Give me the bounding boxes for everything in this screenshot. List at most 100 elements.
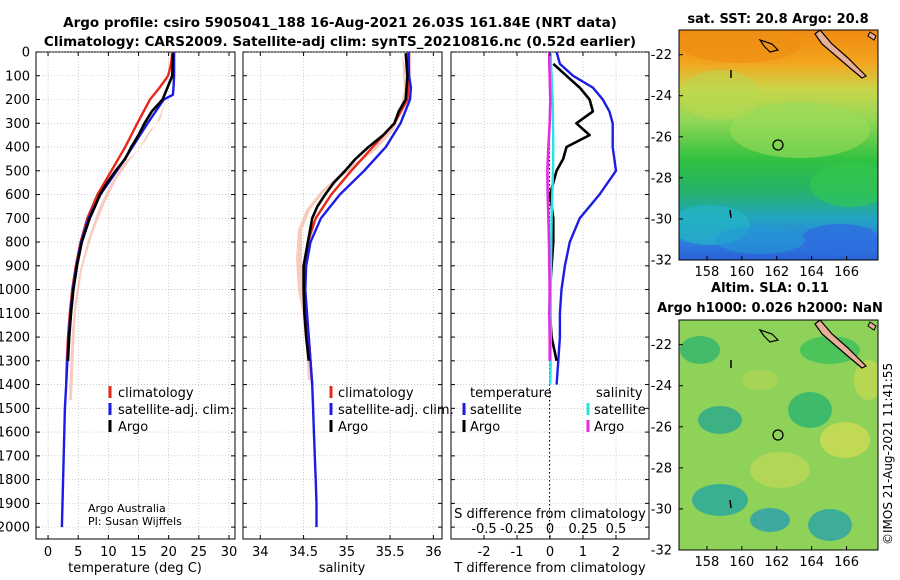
figure-title-line2: Climatology: CARS2009. Satellite-adj cli… <box>44 34 636 50</box>
y-tick-label: 1800 <box>0 473 30 488</box>
y-tick-label: 1900 <box>0 497 30 512</box>
legend-salinity-heading: salinity <box>596 386 643 401</box>
map-y-tick-label: -28 <box>651 461 672 476</box>
legend-temperature-heading: temperature <box>470 386 552 401</box>
s-tick-label: 0.25 <box>569 522 598 537</box>
difference-lines <box>546 51 618 385</box>
legend-climatology: climatology <box>338 386 414 401</box>
y-tick-label: 0 <box>22 46 30 61</box>
x-tick-label: 10 <box>100 545 117 560</box>
map-y-tick-label: -32 <box>651 254 672 269</box>
x-tick-label: 2 <box>612 545 620 560</box>
temperature-lines <box>60 51 176 528</box>
y-tick-label: 1200 <box>0 331 30 346</box>
series-argo <box>302 53 409 361</box>
salinity-legend: climatology satellite-adj. clim. Argo <box>329 386 454 435</box>
y-tick-label: 100 <box>5 69 30 84</box>
map-y-tick-label: -30 <box>651 502 672 517</box>
x-tick-label: 30 <box>221 545 238 560</box>
map-y-tick-label: -22 <box>651 338 672 353</box>
temperature-panel <box>35 51 236 540</box>
x-tick-label: 15 <box>130 545 147 560</box>
salinity-panel <box>242 51 443 540</box>
temperature-xlabel: temperature (deg C) <box>68 561 202 576</box>
x-tick-label: 36 <box>425 545 442 560</box>
series-s-argo <box>546 52 552 361</box>
x-tick-label: 35.5 <box>376 545 405 560</box>
map-x-tick-label: 166 <box>834 555 859 570</box>
legend-argo: Argo <box>338 420 368 435</box>
map-y-tick-label: -24 <box>651 89 672 104</box>
y-tick-label: 400 <box>5 141 30 156</box>
map-x-tick-label: 160 <box>729 555 754 570</box>
sst-land <box>814 30 868 79</box>
y-tick-label: 1600 <box>0 426 30 441</box>
y-tick-label: 1400 <box>0 378 30 393</box>
map-y-tick-label: -26 <box>651 420 672 435</box>
x-tick-label: 25 <box>191 545 208 560</box>
x-tick-label: 0 <box>44 545 52 560</box>
figure-title-line1: Argo profile: csiro 5905041_188 16-Aug-2… <box>63 15 617 31</box>
x-tick-label: -2 <box>478 545 491 560</box>
map-x-tick-label: 164 <box>799 555 824 570</box>
legend-s-argo: Argo <box>594 420 624 435</box>
x-tick-label: 1 <box>579 545 587 560</box>
sla-map-title-line1: Altim. SLA: 0.11 <box>711 281 829 296</box>
x-tick-label: 0 <box>546 545 554 560</box>
x-tick-label: 34.5 <box>289 545 318 560</box>
difference-legend-salinity: salinity satellite Argo <box>586 386 646 435</box>
series-satellite-adj-clim- <box>304 51 413 528</box>
temperature-grid <box>36 51 235 539</box>
x-tick-label: 34 <box>252 545 269 560</box>
sla-map <box>679 320 878 550</box>
map-x-tick-label: 160 <box>729 265 754 280</box>
map-x-tick-label: 162 <box>764 555 789 570</box>
salinity-grid <box>243 51 442 539</box>
sst-map-title: sat. SST: 20.8 Argo: 20.8 <box>687 12 868 27</box>
s-tick-label: -0.5 <box>471 522 496 537</box>
salinity-lines <box>302 51 413 528</box>
imos-stamp: ©IMOS 21-Aug-2021 11:41:55 <box>881 363 895 545</box>
legend-satellite-adj: satellite-adj. clim. <box>338 403 454 418</box>
series-argo <box>66 53 175 361</box>
sla-map-ticks: 158 160 162 164 166 -22 -24 -26 -28 -30 -32 <box>651 338 859 570</box>
difference-grid <box>451 51 649 539</box>
sla-map-frame <box>678 319 879 551</box>
map-y-tick-label: -22 <box>651 48 672 63</box>
map-x-tick-label: 162 <box>764 265 789 280</box>
legend-argo: Argo <box>118 420 148 435</box>
series-t-satellite <box>555 51 618 385</box>
sla-land <box>814 320 868 369</box>
y-tick-label: 700 <box>5 212 30 227</box>
difference-legend-temperature: temperature satellite Argo <box>462 386 552 435</box>
map-x-tick-label: 166 <box>834 265 859 280</box>
difference-xlabel-top: S difference from climatology <box>454 507 646 522</box>
y-tick-label: 1700 <box>0 449 30 464</box>
map-y-tick-label: -26 <box>651 130 672 145</box>
s-tick-label: 0 <box>546 522 554 537</box>
y-tick-label: 500 <box>5 164 30 179</box>
salinity-xlabel: salinity <box>319 561 366 576</box>
legend-climatology: climatology <box>118 386 194 401</box>
legend-t-satellite: satellite <box>470 403 522 418</box>
sst-float-marker <box>772 139 784 151</box>
map-x-tick-label: 164 <box>799 265 824 280</box>
y-tick-label: 1300 <box>0 354 30 369</box>
map-y-tick-label: -24 <box>651 379 672 394</box>
axis-ticks: 0100200300400500600700800900100011001200… <box>0 46 649 560</box>
y-tick-label: 900 <box>5 259 30 274</box>
x-tick-label: 20 <box>160 545 177 560</box>
map-y-tick-label: -30 <box>651 212 672 227</box>
x-tick-label: 35 <box>339 545 356 560</box>
sla-float-marker <box>772 429 784 441</box>
s-tick-label: -0.25 <box>500 522 534 537</box>
y-tick-label: 1000 <box>0 283 30 298</box>
map-x-tick-label: 158 <box>695 555 720 570</box>
y-tick-label: 300 <box>5 117 30 132</box>
sst-map-frame <box>678 29 879 261</box>
x-tick-label: 5 <box>74 545 82 560</box>
y-tick-label: 2000 <box>0 521 30 536</box>
y-tick-label: 200 <box>5 93 30 108</box>
map-y-tick-label: -28 <box>651 171 672 186</box>
